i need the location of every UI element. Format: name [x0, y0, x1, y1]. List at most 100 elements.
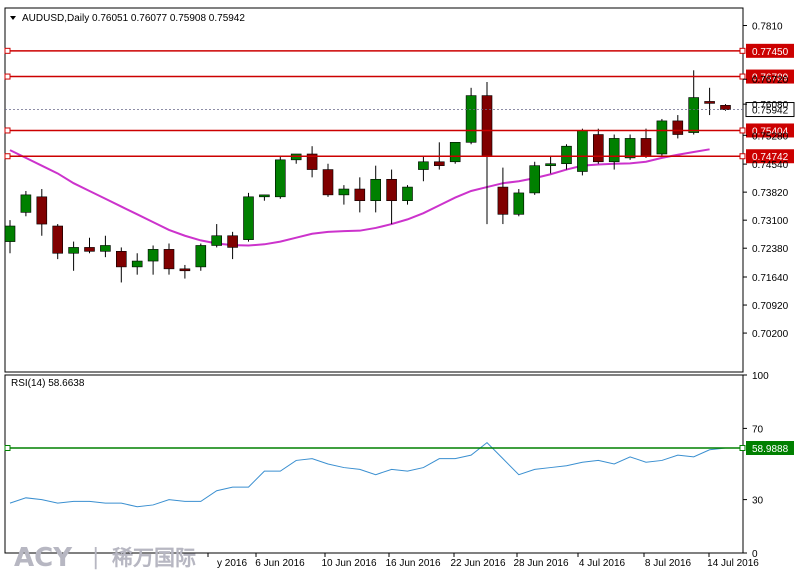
candle — [227, 231, 238, 260]
candle — [36, 189, 48, 236]
level-handle-left[interactable] — [4, 47, 11, 54]
bullish-candle-body — [195, 245, 207, 268]
grid-layer — [4, 7, 744, 554]
bullish-candle-body — [418, 161, 429, 170]
level-handle-right[interactable] — [739, 47, 746, 54]
bullish-candle-body — [100, 245, 111, 252]
level-price-label: 0.75404 — [752, 126, 789, 137]
rsi-level-label: 58.9888 — [752, 444, 789, 455]
candle — [592, 128, 604, 164]
bullish-candle-body — [147, 249, 159, 262]
level-handle-right[interactable] — [739, 153, 746, 160]
bullish-candle-body — [402, 186, 413, 202]
bearish-candle-body — [84, 247, 95, 252]
bearish-candle-body — [227, 235, 238, 248]
level-price-label: 0.74742 — [752, 152, 789, 163]
watermark-brand: ACY — [14, 543, 73, 573]
triangle-down-icon[interactable] — [10, 16, 16, 20]
rsi-level-tag — [746, 440, 794, 455]
date-tick-label: 4 Jul 2016 — [579, 558, 626, 569]
bullish-candle-body — [338, 188, 350, 196]
rsi-line — [9, 441, 726, 508]
acy-logo: ACY | 稀万国际 — [14, 543, 196, 573]
candle — [243, 192, 254, 242]
bearish-candle-body — [672, 120, 684, 135]
candle — [147, 245, 159, 275]
candle — [211, 224, 222, 248]
candle — [100, 235, 111, 258]
bullish-candle-body — [608, 138, 620, 163]
moving-average-layer — [9, 148, 710, 247]
axis-layer: 0.7810 0.76720 0.76080 0.75280 0.74540 0.7382… — [207, 22, 789, 569]
moving-average-line — [9, 148, 710, 247]
date-tick-label: 16 Jun 2016 — [385, 558, 440, 569]
price-tick-label: 0.74540 — [752, 160, 789, 171]
date-tick-label: 28 Jun 2016 — [513, 558, 568, 569]
bullish-candle-body — [624, 138, 636, 159]
candle — [306, 146, 318, 178]
bearish-candle-body — [704, 101, 715, 104]
bullish-candle-body — [561, 145, 572, 165]
candle — [163, 243, 175, 275]
bullish-candle-body — [449, 142, 461, 163]
candle — [513, 189, 525, 217]
candle — [338, 185, 350, 205]
price-tick-label: 0.76080 — [752, 100, 789, 111]
price-tick-label: 0.72380 — [752, 244, 789, 255]
price-tick-label: 0.75280 — [752, 131, 789, 142]
candle — [529, 161, 541, 195]
date-tick-label: 10 Jun 2016 — [321, 558, 376, 569]
bearish-candle-body — [306, 153, 318, 170]
bearish-candle-body — [179, 268, 191, 272]
bearish-candle-body — [433, 161, 445, 166]
rsi-level-handle-left[interactable] — [4, 444, 11, 451]
level-price-tag — [746, 43, 794, 58]
candle — [608, 134, 620, 170]
rsi-tick-label: 0 — [752, 549, 758, 560]
level-handle-left[interactable] — [4, 153, 11, 160]
candle — [195, 243, 207, 271]
bullish-candle-body — [545, 163, 556, 166]
bearish-candle-body — [52, 225, 64, 254]
rsi-title: RSI(14) 58.6638 — [11, 378, 85, 389]
candle — [354, 177, 366, 213]
date-tick-label: 6 Jun 2016 — [255, 558, 305, 569]
level-price-tag — [746, 69, 794, 84]
candle — [52, 224, 64, 260]
rsi-tick-label: 100 — [752, 371, 769, 382]
date-tick-label: 14 Jul 2016 — [707, 558, 759, 569]
watermark-chinese: 稀万国际 — [112, 546, 196, 570]
bearish-candle-body — [497, 186, 509, 215]
bullish-candle-body — [370, 178, 382, 202]
bullish-candle-body — [259, 194, 270, 198]
current-price-label: 0.75942 — [752, 106, 789, 117]
bearish-candle-body — [640, 138, 652, 157]
level-handle-left[interactable] — [4, 73, 11, 80]
bearish-candle-body — [354, 188, 366, 202]
candle — [577, 128, 588, 176]
level-handle-left[interactable] — [4, 127, 11, 134]
candle — [672, 115, 684, 139]
rsi-tick-label: 30 — [752, 496, 764, 507]
bullish-candle-body — [688, 97, 700, 133]
bearish-candle-body — [36, 196, 48, 225]
level-price-tag — [746, 149, 794, 164]
bearish-candle-body — [163, 249, 175, 270]
price-tick-label: 0.7810 — [752, 22, 783, 33]
candle — [274, 155, 286, 199]
bullish-candle-body — [20, 194, 32, 213]
candle — [656, 118, 668, 156]
bullish-candle-body — [465, 95, 477, 143]
price-tick-label: 0.73820 — [752, 188, 789, 199]
bullish-candle-body — [4, 225, 16, 242]
candle — [84, 237, 95, 254]
current-price-tag — [745, 102, 795, 118]
price-tick-label: 0.73100 — [752, 216, 789, 227]
level-handle-right[interactable] — [739, 73, 746, 80]
level-handle-right[interactable] — [739, 127, 746, 134]
watermark-separator: | — [92, 545, 99, 570]
rsi-level-handle-right[interactable] — [739, 444, 746, 451]
candle — [370, 165, 382, 213]
